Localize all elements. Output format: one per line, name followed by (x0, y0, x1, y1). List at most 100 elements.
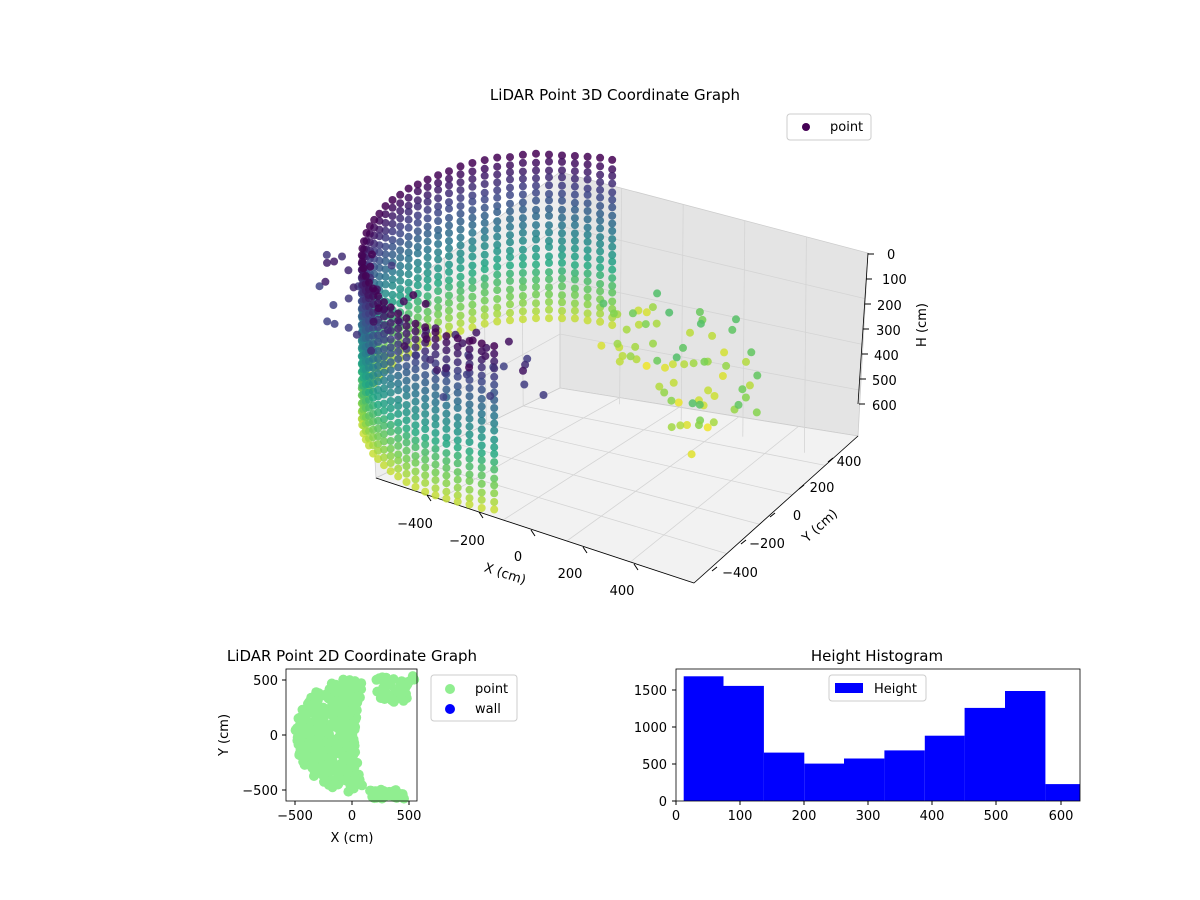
data-point (518, 182, 527, 191)
data-point (396, 285, 405, 293)
data-point (596, 185, 605, 194)
data-point (480, 305, 489, 314)
data-point (490, 435, 499, 444)
data-point (545, 275, 553, 284)
data-point (404, 184, 413, 193)
data-point (583, 316, 592, 325)
legend-marker-point (802, 123, 810, 131)
data-point (480, 211, 489, 220)
data-point (667, 423, 676, 432)
data-point (558, 274, 566, 283)
data-point (431, 476, 440, 485)
data-point (456, 194, 465, 202)
data-point (506, 231, 514, 240)
data-point (431, 491, 440, 500)
data-point (388, 227, 397, 236)
data-point (315, 282, 324, 291)
legend-3d: point (786, 113, 872, 141)
y-tick-label: 1000 (634, 721, 667, 736)
data-point (558, 291, 566, 300)
data-point (445, 306, 453, 315)
data-point (545, 196, 553, 205)
data-point (518, 221, 527, 230)
data-point (388, 290, 397, 299)
data-point (345, 741, 356, 752)
data-point (442, 424, 451, 433)
data-point (431, 468, 440, 477)
data-point (334, 748, 345, 759)
data-point (394, 340, 403, 349)
data-point (558, 221, 566, 230)
data-point (431, 342, 440, 351)
y-tick-label: 400 (837, 455, 862, 470)
data-point (468, 300, 477, 309)
data-point (294, 726, 305, 736)
data-point (596, 317, 605, 326)
data-point (456, 280, 465, 289)
data-point (453, 358, 462, 367)
data-point (596, 224, 605, 233)
data-point (728, 325, 737, 334)
data-point (423, 175, 432, 184)
data-point (518, 205, 527, 214)
data-point (345, 690, 356, 701)
data-point (442, 457, 451, 465)
data-point (312, 768, 323, 778)
data-point (445, 283, 453, 291)
histogram-bar (884, 750, 925, 801)
data-point (583, 293, 592, 302)
histogram-bar (924, 735, 965, 801)
data-point (468, 284, 477, 293)
data-point (453, 483, 462, 492)
data-point (468, 252, 477, 261)
data-point (672, 353, 681, 362)
data-point (386, 459, 395, 467)
data-point (608, 172, 617, 180)
data-point (655, 382, 664, 391)
data-point (558, 173, 566, 182)
data-point (545, 243, 553, 251)
data-point (481, 352, 490, 360)
data-point (506, 316, 514, 325)
grid-line (502, 406, 680, 521)
x-axis-line (375, 477, 695, 584)
data-point (477, 394, 486, 403)
data-point (631, 342, 640, 351)
data-point (477, 433, 486, 442)
data-point (660, 388, 669, 397)
legend-marker-wall (445, 704, 455, 714)
data-point (381, 233, 390, 242)
data-point (545, 204, 553, 213)
data-point (442, 464, 451, 472)
data-point (558, 237, 566, 246)
data-point (413, 297, 422, 306)
data-point (375, 209, 384, 218)
data-point (431, 460, 440, 469)
data-point (493, 286, 502, 295)
data-point (386, 437, 395, 445)
data-point (442, 409, 451, 418)
data-point (597, 341, 606, 350)
data-point (608, 288, 617, 297)
histogram-bar (723, 685, 764, 801)
data-point (722, 361, 731, 370)
data-point (456, 294, 465, 303)
scatter2d-chart: LiDAR Point 2D Coordinate Graph −500 0 5… (217, 647, 518, 846)
data-point (402, 469, 411, 478)
data-point (380, 368, 388, 377)
data-point (493, 309, 502, 318)
data-point (310, 694, 321, 705)
data-point (596, 202, 605, 210)
data-point (388, 674, 399, 685)
data-point (374, 377, 383, 386)
data-point (465, 462, 474, 471)
data-point (490, 450, 499, 458)
data-point (336, 758, 347, 769)
data-point (396, 222, 405, 231)
data-point (442, 487, 451, 496)
data-point (423, 237, 432, 246)
data-point (453, 420, 462, 429)
data-point (465, 337, 474, 345)
data-point (388, 219, 397, 228)
data-point (442, 364, 450, 373)
